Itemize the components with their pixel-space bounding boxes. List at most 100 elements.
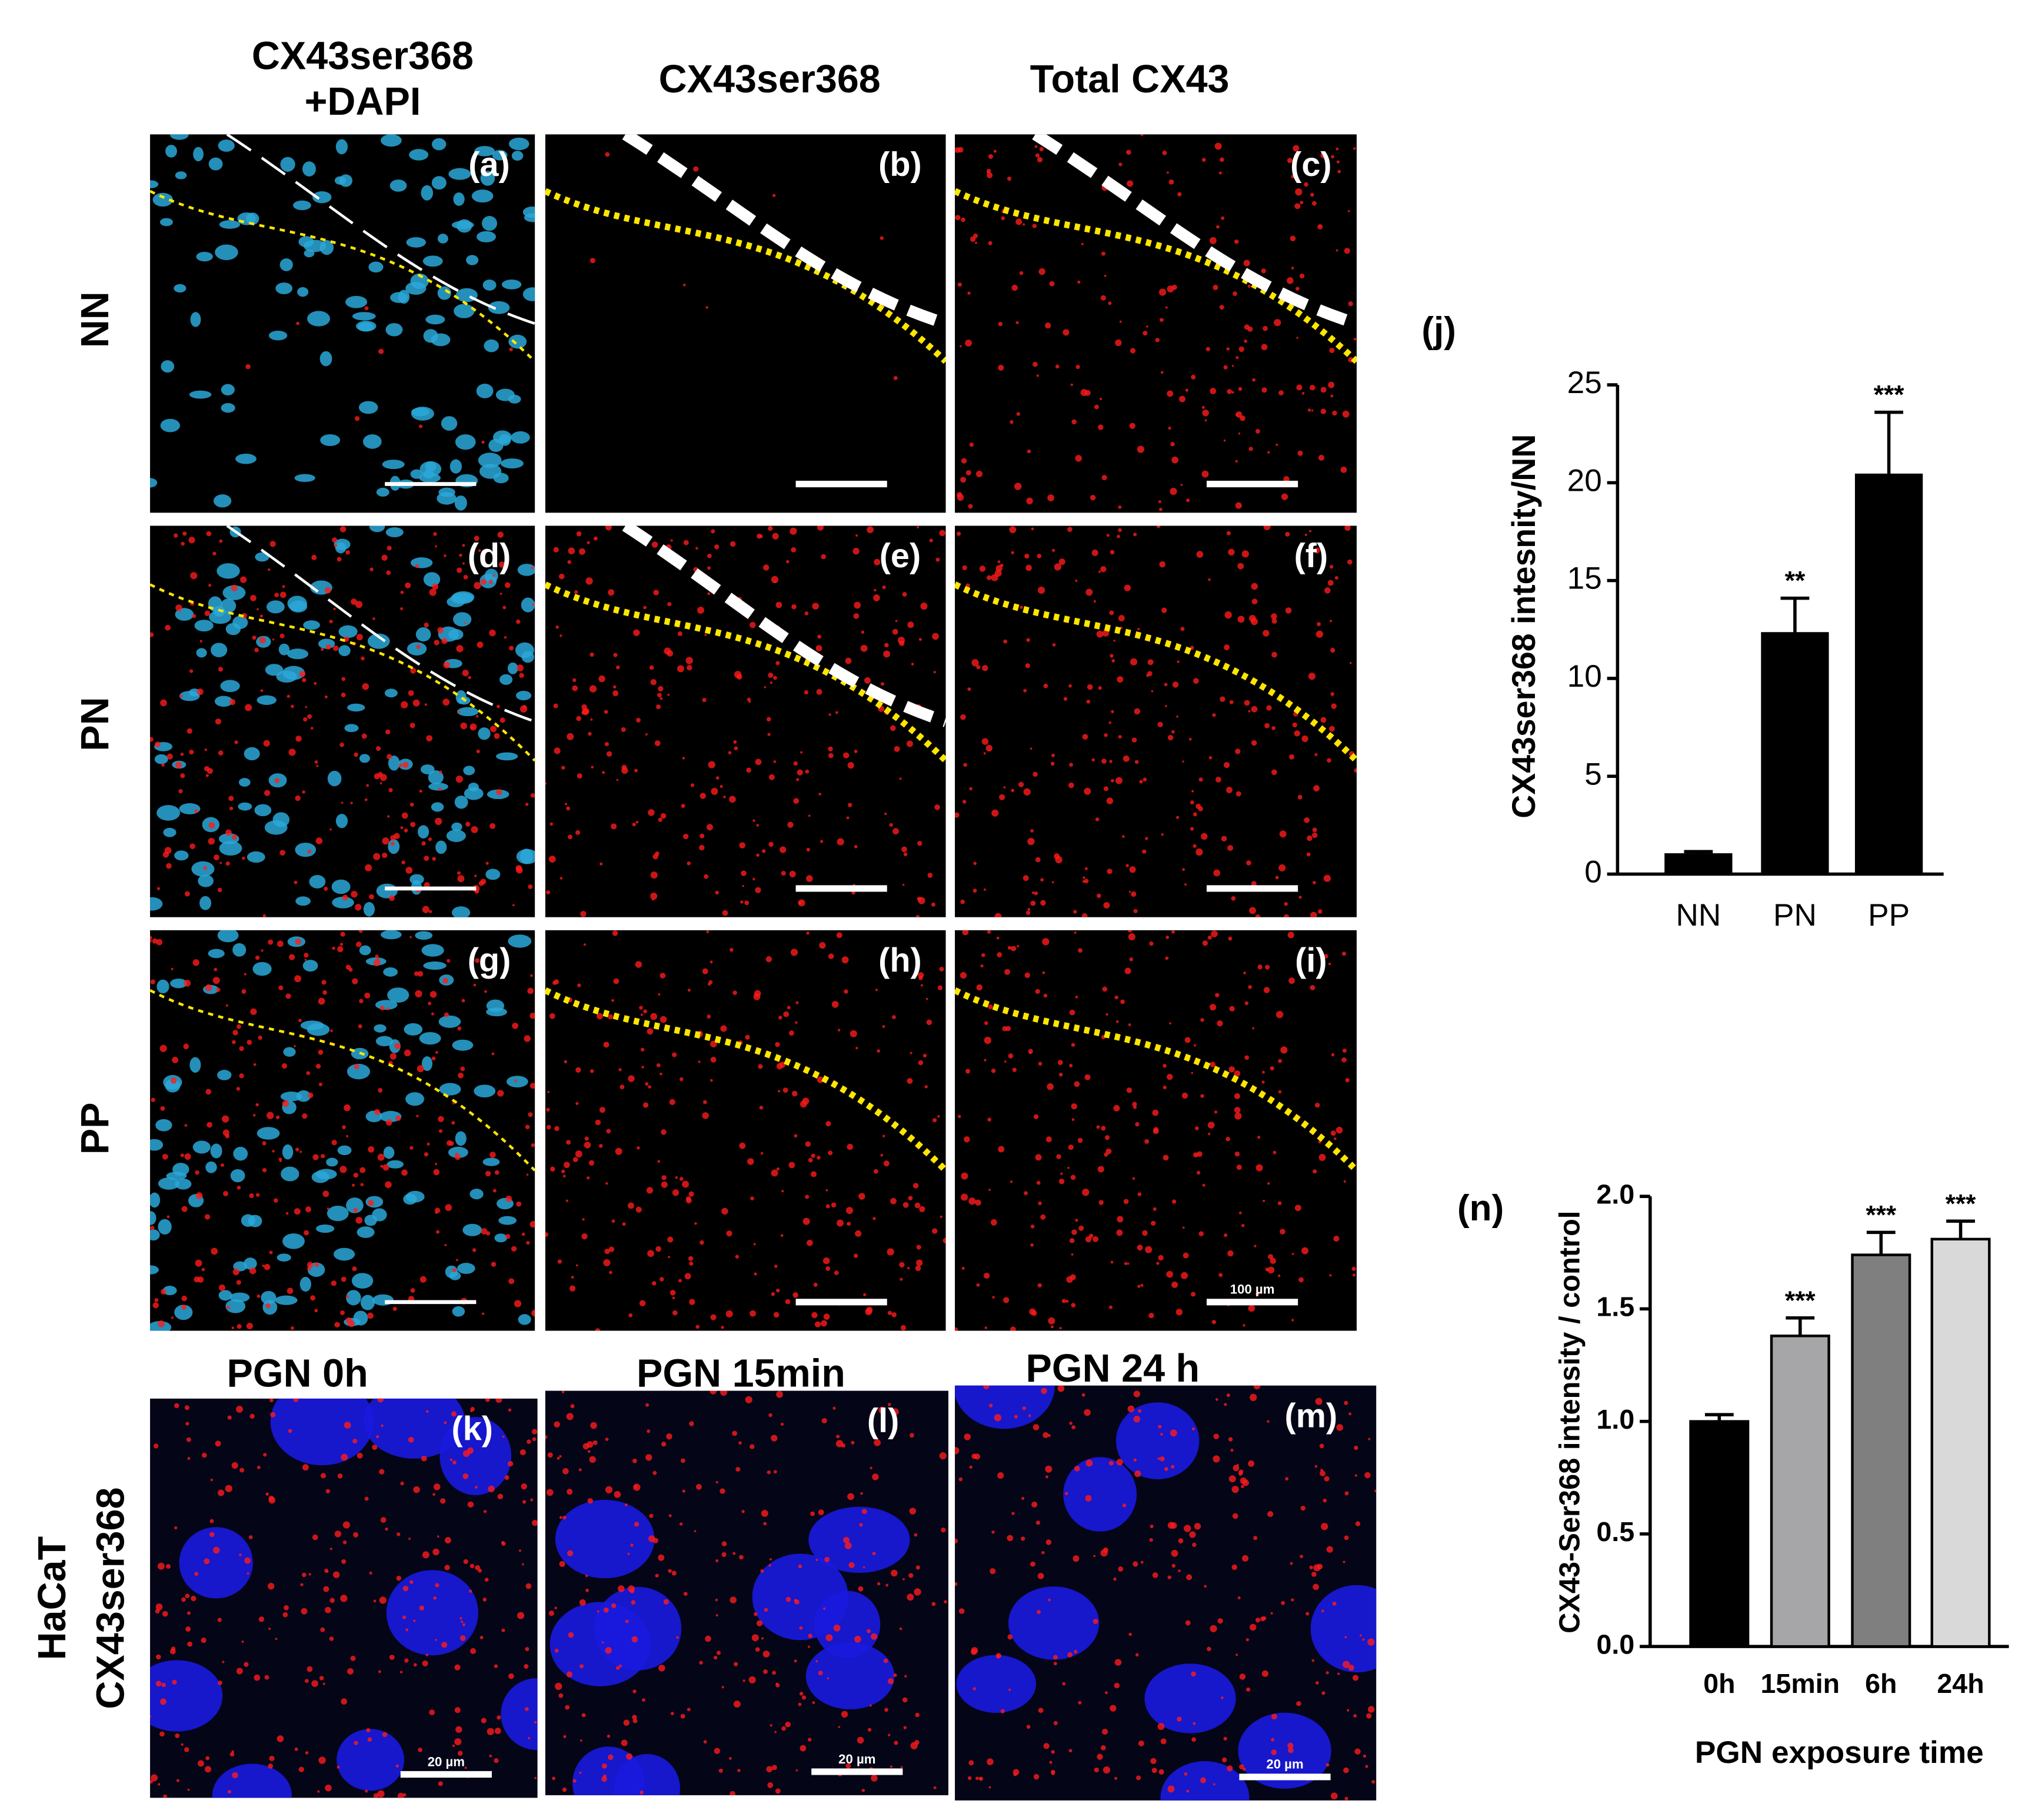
signal [262, 1265, 265, 1267]
signal [1261, 268, 1266, 274]
signal [422, 1551, 429, 1559]
signal [434, 1163, 438, 1166]
signal [441, 638, 448, 644]
signal [907, 1267, 910, 1270]
signal [175, 1733, 180, 1738]
signal [294, 1747, 298, 1751]
signal [693, 166, 699, 172]
signal [204, 1214, 211, 1220]
signal [192, 614, 196, 618]
signal [158, 1320, 165, 1327]
signal [577, 983, 581, 987]
signal [432, 1493, 435, 1496]
signal [632, 1458, 637, 1463]
signal [1132, 1177, 1135, 1180]
signal [773, 1470, 777, 1474]
signal [808, 814, 811, 817]
signal [553, 703, 558, 708]
nucleus [409, 149, 429, 161]
signal [1111, 710, 1114, 714]
signal [304, 1679, 309, 1683]
signal [494, 1728, 501, 1734]
signal [566, 806, 571, 811]
signal [1220, 696, 1225, 702]
nucleus [280, 1092, 302, 1102]
signal [605, 1486, 613, 1493]
signal [334, 1322, 340, 1327]
signal [810, 1511, 815, 1516]
nucleus [364, 1398, 465, 1459]
signal [1108, 721, 1112, 724]
signal [1081, 242, 1084, 245]
signal [231, 584, 238, 591]
nucleus [452, 1039, 474, 1051]
signal [1371, 1780, 1375, 1784]
signal [1331, 703, 1337, 709]
signal [327, 1207, 329, 1210]
signal [670, 539, 673, 542]
signal [229, 1752, 235, 1757]
signal [1045, 322, 1051, 329]
signal [622, 1222, 626, 1226]
signal [1147, 659, 1154, 666]
signal [368, 1200, 374, 1206]
signal [555, 625, 559, 629]
signal [228, 796, 234, 801]
signal [942, 1237, 946, 1244]
signal [920, 984, 923, 987]
signal [438, 787, 442, 791]
signal [1016, 412, 1021, 416]
signal [1275, 876, 1279, 880]
signal [1208, 578, 1211, 581]
signal [174, 1526, 178, 1530]
signal [1235, 1653, 1238, 1656]
signal [960, 971, 967, 979]
signal [1040, 878, 1044, 882]
signal [1311, 1572, 1317, 1577]
signal [914, 1202, 921, 1209]
signal [912, 1183, 919, 1189]
signal [1271, 651, 1277, 658]
signal [1311, 201, 1317, 206]
signal [832, 1406, 836, 1410]
signal [1252, 378, 1256, 382]
signal [968, 504, 973, 509]
signal [324, 1568, 329, 1573]
signal [1211, 1320, 1216, 1325]
signal [555, 1682, 562, 1691]
signal [1337, 169, 1341, 174]
signal [609, 1270, 612, 1275]
signal [1260, 1616, 1265, 1622]
signal [695, 547, 698, 550]
signal [800, 751, 803, 754]
signal [1267, 1182, 1270, 1185]
signal [862, 1566, 865, 1569]
signal [1244, 1055, 1250, 1060]
nucleus [218, 139, 235, 152]
signal [254, 647, 259, 653]
signal [1017, 945, 1020, 948]
signal [236, 1668, 243, 1675]
nucleus [462, 1223, 482, 1236]
signal [215, 1440, 221, 1447]
signal [885, 1583, 889, 1587]
signal [611, 823, 617, 830]
signal [1278, 390, 1284, 395]
signal [153, 1443, 159, 1449]
signal [671, 1571, 677, 1576]
signal [344, 1104, 351, 1112]
signal [776, 1390, 783, 1398]
signal [332, 645, 339, 651]
signal [365, 1789, 368, 1793]
signal [1247, 284, 1251, 288]
signal [984, 1059, 987, 1062]
signal [781, 1726, 786, 1731]
signal [275, 1638, 278, 1641]
signal [641, 1066, 644, 1069]
signal [1015, 321, 1019, 324]
signal [873, 594, 880, 601]
signal [1062, 1682, 1066, 1686]
signal [1094, 1767, 1099, 1773]
micrograph [545, 525, 946, 917]
signal [1200, 1094, 1204, 1098]
